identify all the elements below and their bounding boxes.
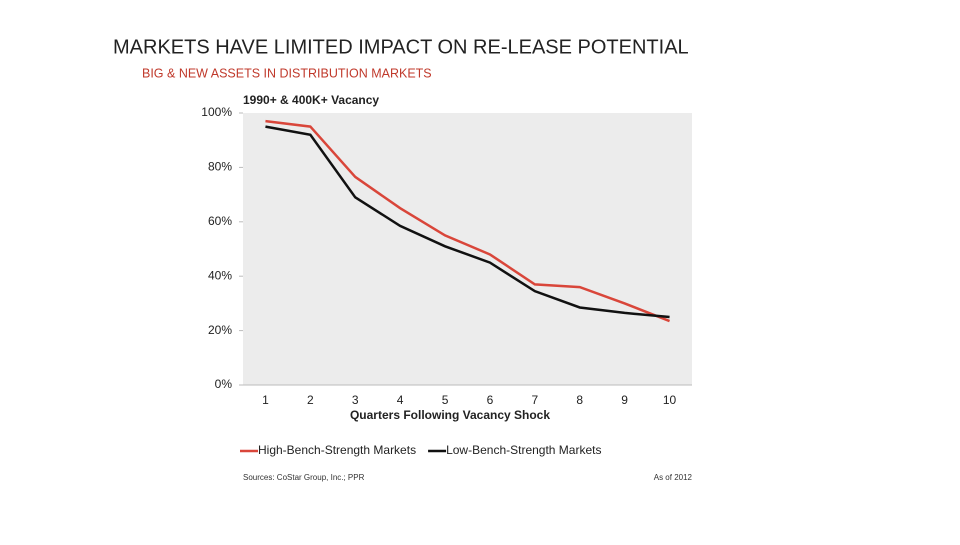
x-tick-label: 4 xyxy=(397,393,404,407)
slide-title: MARKETS HAVE LIMITED IMPACT ON RE-LEASE … xyxy=(113,36,689,58)
note: As of 2012 xyxy=(654,473,693,482)
y-tick-label: 60% xyxy=(208,214,232,228)
x-tick-label: 1 xyxy=(262,393,269,407)
y-tick-label: 100% xyxy=(201,105,232,119)
legend-label: Low-Bench-Strength Markets xyxy=(446,443,601,457)
slide-subtitle: BIG & NEW ASSETS IN DISTRIBUTION MARKETS xyxy=(142,66,432,80)
y-tick-label: 0% xyxy=(215,377,233,391)
x-tick-label: 8 xyxy=(576,393,583,407)
plot-area xyxy=(243,113,692,385)
x-tick-label: 3 xyxy=(352,393,359,407)
series-line xyxy=(265,119,671,323)
x-axis-label: Quarters Following Vacancy Shock xyxy=(350,408,550,422)
x-tick-label: 7 xyxy=(532,393,539,407)
x-tick-label: 2 xyxy=(307,393,314,407)
x-tick-label: 6 xyxy=(487,393,494,407)
y-tick-label: 40% xyxy=(208,268,232,282)
x-tick-label: 5 xyxy=(442,393,449,407)
y-tick-label: 80% xyxy=(208,160,232,174)
legend-label: High-Bench-Strength Markets xyxy=(258,443,416,457)
y-tick-label: 20% xyxy=(208,323,232,337)
x-tick-label: 10 xyxy=(663,393,677,407)
x-tick-label: 9 xyxy=(621,393,628,407)
source: Sources: CoStar Group, Inc.; PPR xyxy=(243,473,365,482)
chart-title: 1990+ & 400K+ Vacancy xyxy=(243,93,379,107)
series-line xyxy=(265,125,670,319)
